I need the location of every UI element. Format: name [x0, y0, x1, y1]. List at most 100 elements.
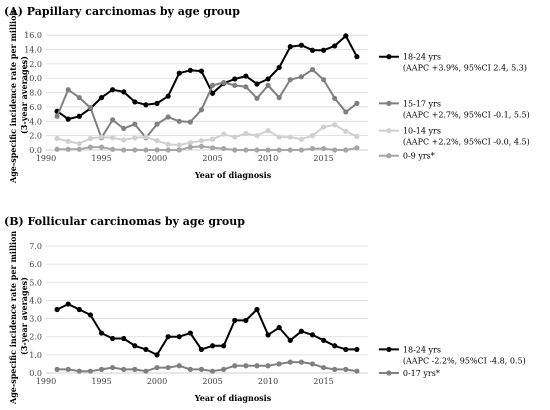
data-point-b	[176, 334, 182, 340]
data-point-b	[320, 337, 327, 343]
x-tick-label-a: 2015	[313, 154, 333, 163]
data-point-a	[276, 95, 282, 101]
data-point-a	[254, 81, 260, 87]
data-point-a	[276, 134, 282, 140]
data-point-a	[320, 124, 327, 130]
data-point-a	[254, 147, 260, 153]
data-point-a	[65, 138, 71, 144]
x-tick-label-b: 2000	[147, 377, 167, 386]
data-point-b	[343, 346, 349, 353]
data-point-b	[98, 366, 105, 372]
data-point-a	[198, 143, 205, 150]
data-point-a	[232, 82, 238, 89]
data-point-a	[243, 73, 249, 79]
gridlines-a	[46, 34, 368, 151]
data-point-a	[232, 147, 238, 153]
series-line-18-24-yrs-b	[56, 303, 357, 356]
data-point-a	[121, 137, 127, 143]
data-point-a	[154, 100, 160, 106]
x-axis-title-a: Year of diagnosis	[194, 170, 272, 180]
data-point-b	[209, 368, 216, 374]
y-tick-label-b: 3.0	[29, 315, 42, 324]
y-tick-label-a: 0.0	[29, 146, 42, 155]
data-point-a	[309, 145, 316, 152]
data-point-a	[332, 122, 338, 128]
data-point-b	[65, 301, 71, 307]
y-tick-labels-a: 0.0 2.0 4.0 6.0 8.0 10.0 12.0 14.0 16.0	[24, 31, 42, 155]
data-point-a	[87, 105, 94, 111]
data-point-a	[65, 146, 71, 152]
data-point-a	[65, 116, 71, 122]
data-point-a	[265, 128, 271, 134]
data-point-b	[254, 363, 260, 369]
data-point-a	[320, 145, 327, 152]
legend-marker-dot-a	[386, 153, 392, 159]
data-point-b	[187, 366, 193, 372]
data-point-a	[121, 147, 127, 153]
x-tick-label-b: 2005	[202, 377, 222, 386]
x-tick-label-b: 2010	[258, 377, 278, 386]
data-point-a	[98, 144, 105, 150]
data-point-b	[54, 366, 60, 372]
legend-marker-dot-a	[386, 128, 392, 134]
data-point-a	[198, 138, 205, 144]
series-line-0-17-yrs--b	[57, 361, 358, 373]
data-point-b	[354, 346, 360, 353]
legend-label-b: 0-17 yrs*	[403, 369, 440, 378]
y-axis-title-b-line2: (3-year averages)	[19, 277, 29, 355]
data-point-a	[232, 76, 238, 82]
y-axis-title-a-line1: Age-specific incidence rate per million	[8, 10, 18, 184]
series-line-0-9-yrs--a	[57, 145, 358, 151]
data-point-a	[265, 82, 271, 89]
data-point-a	[154, 147, 160, 153]
legend-note-a: (AAPC +2.7%, 95%CI -0.1, 5.5)	[403, 110, 530, 119]
x-tick-label-a: 2005	[202, 154, 222, 163]
data-point-a	[221, 131, 227, 137]
chart-panel-a: (A) Papillary carcinomas by age group 0.…	[4, 5, 530, 184]
data-point-b	[76, 306, 82, 313]
x-tick-label-a: 1990	[36, 154, 56, 163]
data-point-b	[221, 343, 227, 349]
y-tick-label-a: 16.0	[24, 31, 42, 40]
data-point-a	[221, 79, 227, 86]
series-line-10-14-yrs-a	[56, 123, 358, 146]
x-tick-label-b: 1995	[91, 377, 111, 386]
data-point-a	[309, 67, 316, 73]
data-point-b	[143, 346, 149, 353]
legend-label-a: 0-9 yrs*	[403, 152, 435, 161]
data-point-a	[198, 68, 205, 74]
x-tick-labels-b: 1990 1995 2000 2005 2010 2015	[36, 377, 334, 386]
y-tick-label-b: 6.0	[29, 260, 42, 269]
data-point-b	[143, 368, 149, 374]
data-point-a	[332, 43, 338, 49]
legend-note-a: (AAPC +2.2%, 95%CI -0.0, 4.5)	[403, 138, 530, 147]
legend-label-b: 18-24 yrs	[403, 345, 441, 354]
y-tick-label-b: 2.0	[29, 333, 42, 342]
legend-note-a: (AAPC +3.9%, 95%CI 2.4, 5.3)	[403, 64, 527, 73]
chart-panel-b: (B) Follicular carcinomas by age group 0…	[4, 215, 526, 405]
data-point-b	[176, 363, 182, 369]
data-point-b	[87, 312, 94, 318]
data-point-b	[132, 366, 138, 372]
y-axis-title-a: Age-specific incidence rate per million …	[8, 7, 29, 184]
data-point-b	[232, 317, 238, 323]
x-tick-label-b: 1990	[36, 377, 56, 386]
series-line-18-24-yrs-a	[56, 34, 358, 121]
data-point-b	[320, 364, 327, 371]
y-tick-label-a: 14.0	[24, 46, 42, 55]
data-point-a	[187, 144, 193, 150]
data-point-a	[132, 147, 138, 153]
data-point-a	[154, 138, 160, 144]
data-point-b	[298, 328, 304, 334]
data-point-a	[276, 64, 282, 71]
data-point-a	[165, 93, 171, 99]
data-point-a	[287, 44, 293, 50]
x-tick-label-b: 2015	[313, 377, 333, 386]
x-tick-labels-a: 1990 1995 2000 2005 2010 2015	[36, 154, 334, 163]
data-point-a	[354, 54, 360, 60]
y-tick-label-a: 10.0	[24, 74, 42, 83]
legend-label-a: 10-14 yrs	[403, 127, 441, 136]
data-point-a	[87, 144, 94, 150]
data-point-a	[187, 140, 193, 146]
